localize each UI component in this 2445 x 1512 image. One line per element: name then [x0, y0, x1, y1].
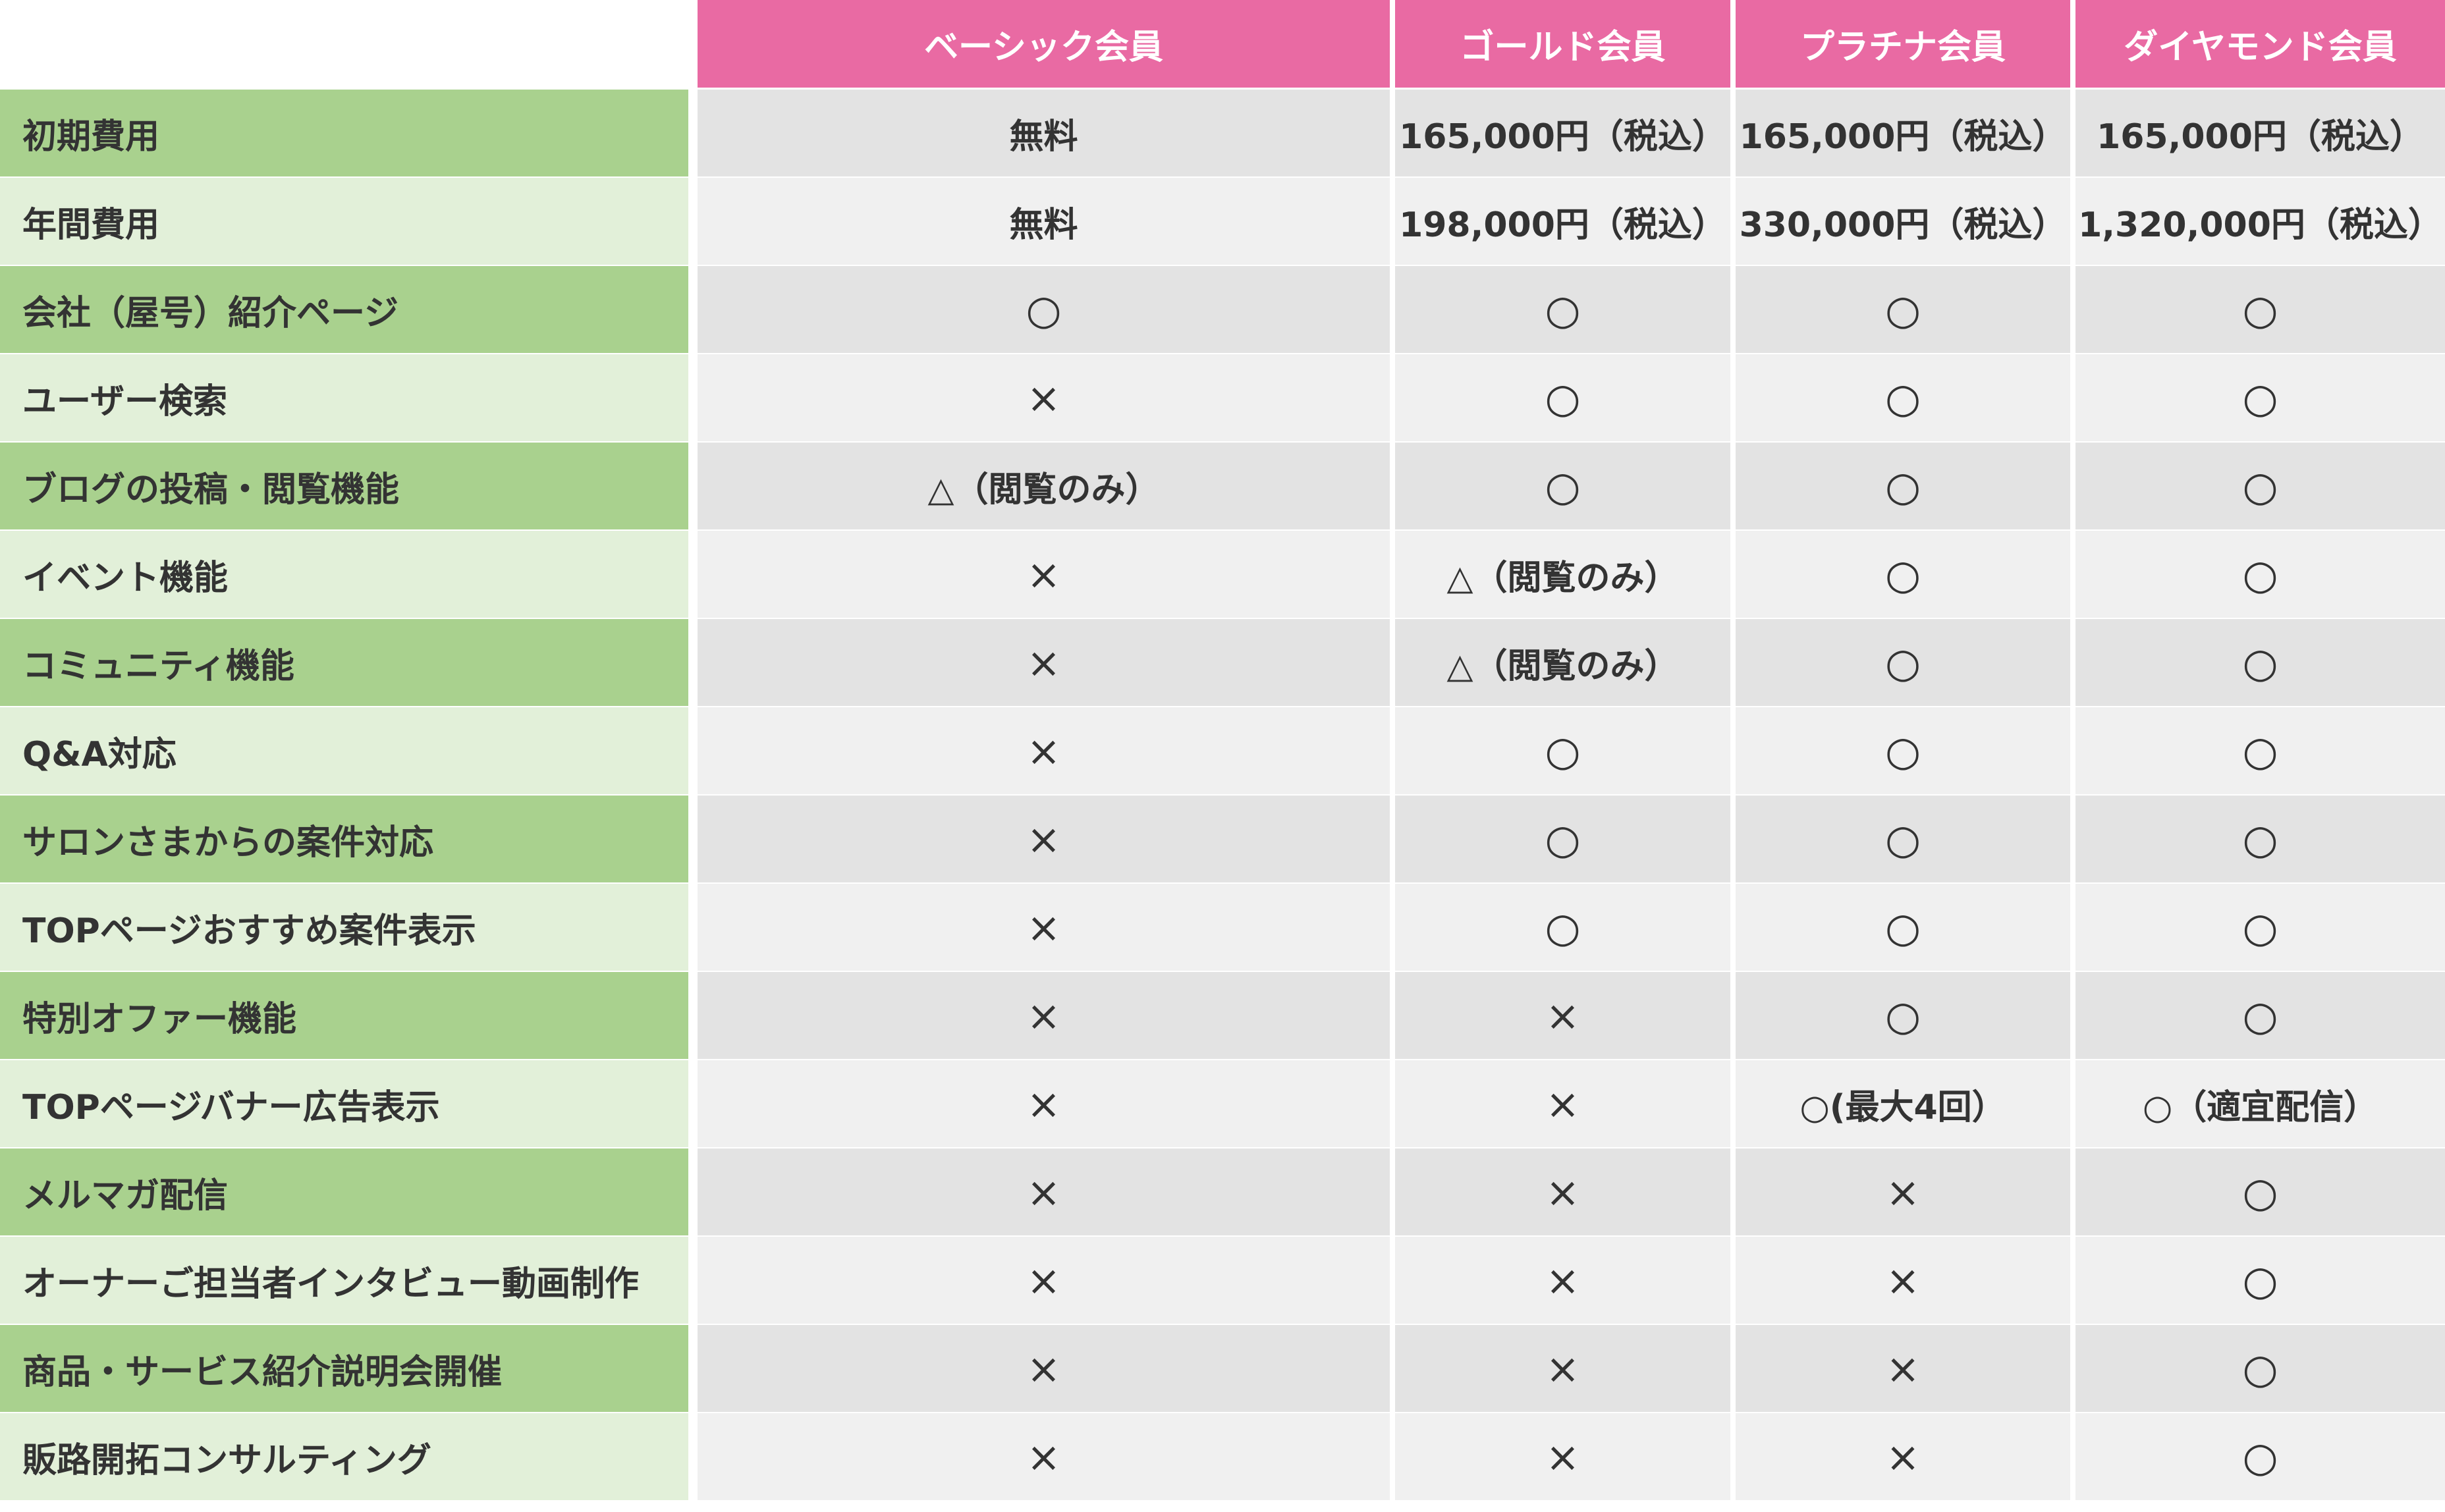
table-cell: ○ — [1736, 796, 2075, 884]
table-cell: ○ — [2075, 1413, 2445, 1501]
table-cell: ○ — [2075, 266, 2445, 354]
row-label: ブログの投稿・閲覧機能 — [0, 443, 698, 531]
table-cell: × — [1736, 1413, 2075, 1501]
row-label: コミュニティ機能 — [0, 619, 698, 707]
table-cell: ○ — [1395, 707, 1736, 796]
table-cell: ○ — [1736, 266, 2075, 354]
table-cell: ○(最大4回） — [1736, 1060, 2075, 1148]
table-cell: × — [698, 1413, 1395, 1501]
table-cell: × — [1395, 1060, 1736, 1148]
row-label: 特別オファー機能 — [0, 972, 698, 1060]
table-corner — [0, 0, 698, 90]
table-cell: ○ — [1395, 354, 1736, 443]
row-label: TOPページバナー広告表示 — [0, 1060, 698, 1148]
table-cell: × — [698, 1237, 1395, 1325]
table-cell: 165,000円（税込） — [1736, 90, 2075, 178]
table-cell: 330,000円（税込） — [1736, 178, 2075, 266]
table-cell: × — [1395, 972, 1736, 1060]
table-cell: ○ — [1736, 707, 2075, 796]
table-cell: × — [698, 796, 1395, 884]
table-cell: × — [698, 1148, 1395, 1237]
table-cell: × — [698, 884, 1395, 972]
table-cell: × — [698, 354, 1395, 443]
row-label: Q&A対応 — [0, 707, 698, 796]
table-cell: × — [698, 972, 1395, 1060]
table-cell: ○ — [2075, 354, 2445, 443]
table-cell: ○ — [1736, 972, 2075, 1060]
table-cell: △（閲覧のみ） — [1395, 619, 1736, 707]
table-cell: ○ — [2075, 707, 2445, 796]
row-label: オーナーご担当者インタビュー動画制作 — [0, 1237, 698, 1325]
table-cell: × — [1395, 1237, 1736, 1325]
table-cell: ○ — [2075, 1325, 2445, 1413]
table-cell: ○ — [2075, 884, 2445, 972]
table-cell: ○ — [2075, 619, 2445, 707]
row-label: イベント機能 — [0, 531, 698, 619]
table-cell: 無料 — [698, 90, 1395, 178]
table-cell: × — [1736, 1237, 2075, 1325]
table-cell: ○ — [1736, 443, 2075, 531]
row-label: ユーザー検索 — [0, 354, 698, 443]
column-header-gold: ゴールド会員 — [1395, 0, 1736, 90]
table-cell: 1,320,000円（税込） — [2075, 178, 2445, 266]
table-cell: × — [1736, 1325, 2075, 1413]
row-label: 販路開拓コンサルティング — [0, 1413, 698, 1501]
table-cell: ○ — [1395, 443, 1736, 531]
table-cell: × — [1736, 1148, 2075, 1237]
table-cell: ○ — [2075, 1237, 2445, 1325]
table-cell: ○ — [2075, 443, 2445, 531]
row-label: 会社（屋号）紹介ページ — [0, 266, 698, 354]
table-cell: × — [698, 707, 1395, 796]
row-label: サロンさまからの案件対応 — [0, 796, 698, 884]
table-cell: × — [1395, 1413, 1736, 1501]
table-cell: ○ — [2075, 1148, 2445, 1237]
table-cell: ○ — [1736, 354, 2075, 443]
row-label: 商品・サービス紹介説明会開催 — [0, 1325, 698, 1413]
table-cell: ○ — [1736, 619, 2075, 707]
table-cell: ○ — [2075, 796, 2445, 884]
table-cell: ○ — [1395, 796, 1736, 884]
table-cell: ○（適宜配信） — [2075, 1060, 2445, 1148]
table-cell: ○ — [1736, 531, 2075, 619]
table-cell: ○ — [1395, 884, 1736, 972]
table-cell: ○ — [1736, 884, 2075, 972]
table-cell: ○ — [1395, 266, 1736, 354]
row-label: 年間費用 — [0, 178, 698, 266]
column-header-diamond: ダイヤモンド会員 — [2075, 0, 2445, 90]
table-cell: ○ — [2075, 972, 2445, 1060]
table-cell: × — [698, 1060, 1395, 1148]
column-header-platinum: プラチナ会員 — [1736, 0, 2075, 90]
table-cell: 165,000円（税込） — [2075, 90, 2445, 178]
table-cell: △（閲覧のみ） — [698, 443, 1395, 531]
row-label: 初期費用 — [0, 90, 698, 178]
table-cell: 無料 — [698, 178, 1395, 266]
table-cell: 198,000円（税込） — [1395, 178, 1736, 266]
table-cell: × — [698, 1325, 1395, 1413]
table-cell: × — [1395, 1325, 1736, 1413]
table-cell: ○ — [698, 266, 1395, 354]
row-label: TOPページおすすめ案件表示 — [0, 884, 698, 972]
table-cell: × — [698, 619, 1395, 707]
table-cell: ○ — [2075, 531, 2445, 619]
row-label: メルマガ配信 — [0, 1148, 698, 1237]
table-cell: × — [1395, 1148, 1736, 1237]
table-cell: 165,000円（税込） — [1395, 90, 1736, 178]
table-cell: × — [698, 531, 1395, 619]
table-cell: △（閲覧のみ） — [1395, 531, 1736, 619]
column-header-basic: ベーシック会員 — [698, 0, 1395, 90]
